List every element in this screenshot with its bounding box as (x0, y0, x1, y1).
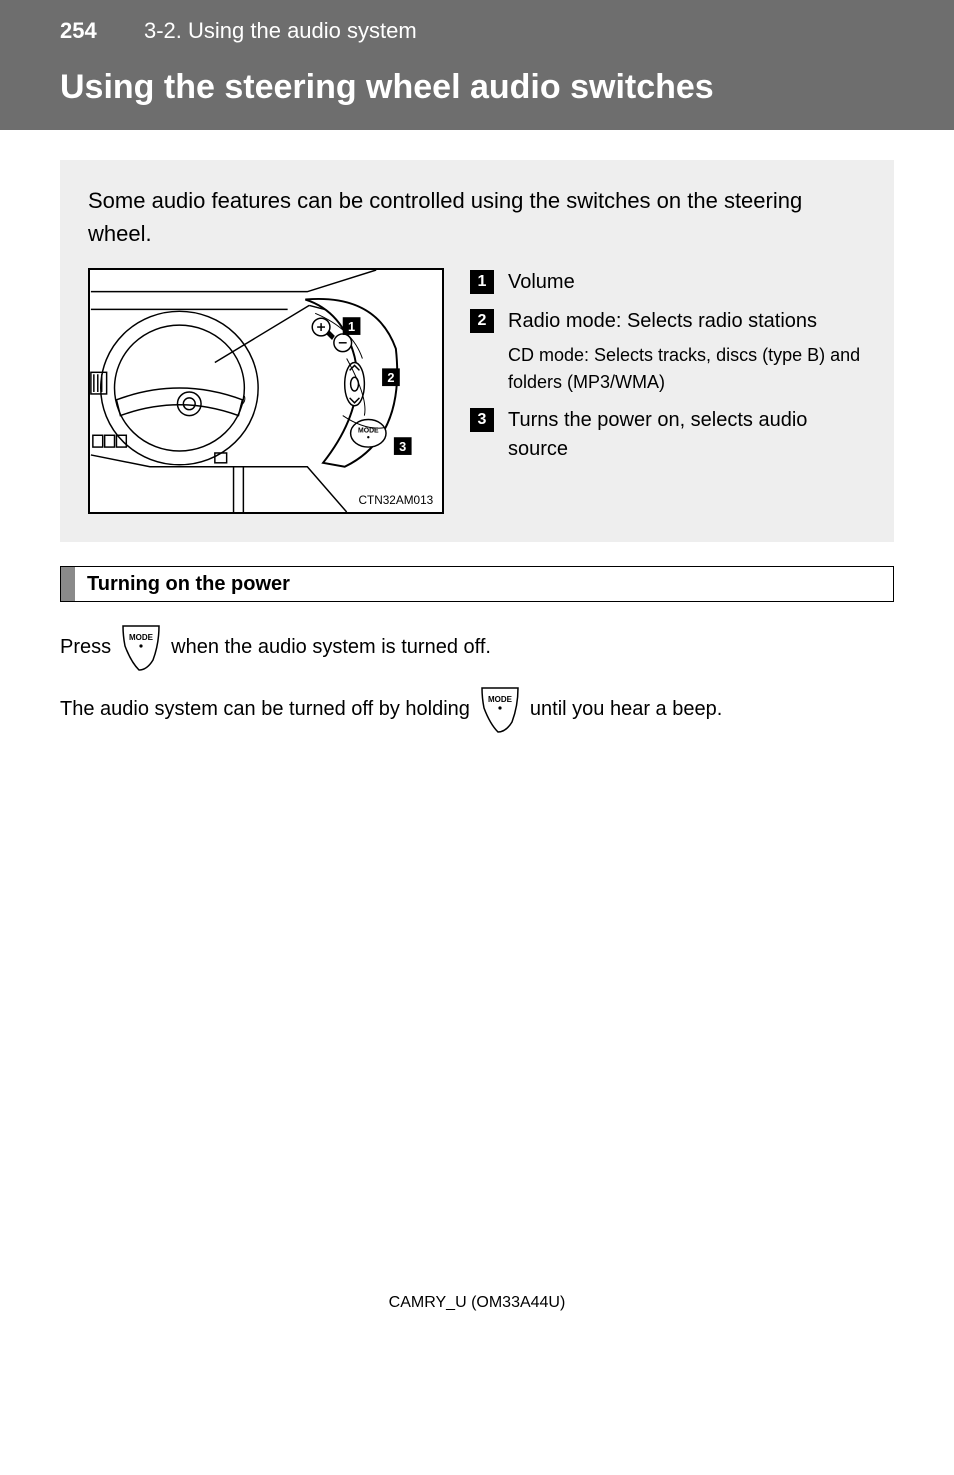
content-area: Some audio features can be controlled us… (0, 130, 954, 1352)
badge-3: 3 (470, 408, 494, 432)
callout-2-text: Radio mode: Selects radio stations (508, 307, 817, 336)
svg-text:3: 3 (399, 439, 406, 454)
body-2b: until you hear a beep. (530, 694, 722, 725)
section-title: Using the steering wheel audio switches (60, 68, 714, 107)
badge-1: 1 (470, 270, 494, 294)
body-2a: The audio system can be turned off by ho… (60, 694, 470, 725)
svg-text:1: 1 (348, 319, 355, 334)
callout-1-text: Volume (508, 268, 575, 297)
page-number: 254 (60, 18, 97, 44)
body-1b: when the audio system is turned off. (171, 632, 491, 663)
breadcrumb: 3-2. Using the audio system (144, 18, 417, 44)
body-line-1: Press MODE when the audio system is turn… (60, 622, 894, 672)
svg-text:MODE: MODE (129, 633, 154, 642)
subheading-tab (61, 567, 75, 601)
callout-2: 2 Radio mode: Selects radio stations (470, 307, 866, 336)
steering-wheel-diagram: MODE 1 2 (90, 270, 442, 512)
callout-3-text: Turns the power on, selects audio source (508, 406, 866, 464)
intro-text: Some audio features can be controlled us… (88, 184, 866, 250)
intro-box: Some audio features can be controlled us… (60, 160, 894, 542)
callout-3: 3 Turns the power on, selects audio sour… (470, 406, 866, 464)
subheading-bar: Turning on the power (60, 566, 894, 602)
callout-1: 1 Volume (470, 268, 866, 297)
figure-code-svg: CTN32AM013 (358, 493, 433, 507)
header-band: 254 3-2. Using the audio system Using th… (0, 0, 954, 130)
mode-icon: MODE (478, 684, 522, 734)
body-1a: Press (60, 632, 111, 663)
callout-2-sub: CD mode: Selects tracks, discs (type B) … (508, 342, 866, 396)
figure-frame: MODE 1 2 (88, 268, 444, 514)
page: 254 3-2. Using the audio system Using th… (0, 0, 954, 1352)
body-block: Press MODE when the audio system is turn… (60, 622, 894, 734)
callout-list: 1 Volume 2 Radio mode: Selects radio sta… (470, 268, 866, 474)
spacer (60, 672, 894, 684)
badge-2: 2 (470, 309, 494, 333)
body-line-2: The audio system can be turned off by ho… (60, 684, 894, 734)
mode-icon: MODE (119, 622, 163, 672)
footer-code: CAMRY_U (OM33A44U) (60, 1294, 894, 1312)
svg-text:MODE: MODE (488, 695, 513, 704)
figure-row: MODE 1 2 (88, 268, 866, 514)
svg-text:2: 2 (387, 370, 394, 385)
subheading-label: Turning on the power (75, 573, 290, 596)
